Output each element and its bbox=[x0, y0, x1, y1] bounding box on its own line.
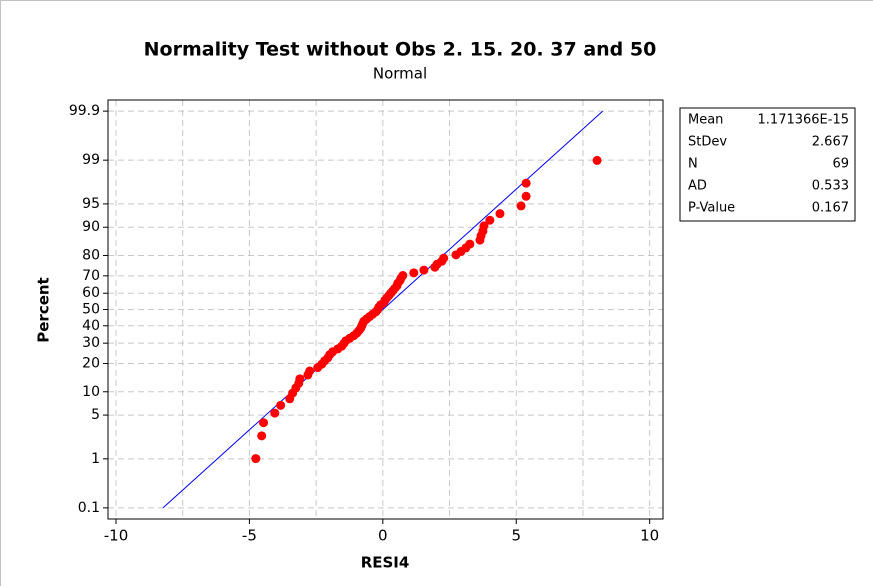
data-point bbox=[592, 155, 602, 165]
data-point bbox=[521, 191, 531, 201]
chart-subtitle: Normal bbox=[373, 65, 427, 83]
data-point bbox=[516, 201, 526, 211]
x-axis-label: RESI4 bbox=[361, 554, 410, 572]
data-point bbox=[305, 366, 315, 376]
data-point bbox=[521, 178, 531, 188]
data-point bbox=[398, 271, 408, 281]
y-tick-label: 90 bbox=[82, 219, 100, 235]
y-tick-label: 99 bbox=[82, 152, 100, 168]
y-tick-label: 40 bbox=[82, 318, 100, 334]
y-tick-label: 50 bbox=[82, 302, 100, 318]
y-tick-label: 70 bbox=[82, 268, 100, 284]
data-point bbox=[479, 221, 489, 231]
y-tick-label: 10 bbox=[82, 384, 100, 400]
y-tick-label: 5 bbox=[91, 407, 100, 423]
chart-title: Normality Test without Obs 2. 15. 20. 37… bbox=[144, 39, 657, 61]
x-tick-label: -5 bbox=[242, 527, 257, 545]
y-tick-label: 80 bbox=[82, 247, 100, 263]
data-point bbox=[251, 454, 261, 464]
y-tick-label: 95 bbox=[82, 196, 100, 212]
stat-value: 2.667 bbox=[812, 135, 849, 150]
data-point bbox=[257, 431, 267, 441]
stat-value: 69 bbox=[832, 157, 849, 172]
stat-label: N bbox=[688, 157, 698, 172]
y-tick-label: 30 bbox=[82, 335, 100, 351]
y-tick-label: 20 bbox=[82, 356, 100, 372]
data-point bbox=[465, 239, 475, 249]
y-tick-label: 1 bbox=[91, 451, 100, 467]
stat-label: P-Value bbox=[688, 201, 735, 216]
data-point bbox=[409, 268, 419, 278]
stats-box: Mean 1.171366E-15 StDev 2.667 N 69 AD 0.533 P-Va… bbox=[679, 107, 856, 222]
y-tick-label: 0.1 bbox=[78, 500, 100, 516]
x-tick-label: 0 bbox=[378, 527, 388, 545]
stat-label: Mean bbox=[688, 113, 723, 128]
y-tick-label: 99.9 bbox=[69, 103, 100, 119]
x-tick-label: 5 bbox=[511, 527, 521, 545]
data-point bbox=[439, 253, 449, 263]
stat-value: 0.167 bbox=[812, 201, 849, 216]
stats-border bbox=[679, 107, 856, 222]
stat-value: 1.171366E-15 bbox=[758, 113, 849, 128]
plot-border bbox=[107, 99, 664, 520]
x-tick-label: 10 bbox=[640, 527, 659, 545]
x-tick-label: -10 bbox=[104, 527, 129, 545]
data-point bbox=[270, 408, 280, 418]
stat-label: AD bbox=[688, 179, 707, 194]
data-point bbox=[276, 400, 286, 410]
data-point bbox=[485, 215, 495, 225]
data-point bbox=[295, 374, 305, 384]
y-axis-label: Percent bbox=[35, 277, 53, 342]
data-point bbox=[495, 209, 505, 219]
stat-label: StDev bbox=[688, 135, 727, 150]
data-point bbox=[419, 265, 429, 275]
fit-line bbox=[162, 110, 604, 509]
stat-value: 0.533 bbox=[812, 179, 849, 194]
data-point bbox=[259, 418, 269, 428]
y-tick-label: 60 bbox=[82, 285, 100, 301]
